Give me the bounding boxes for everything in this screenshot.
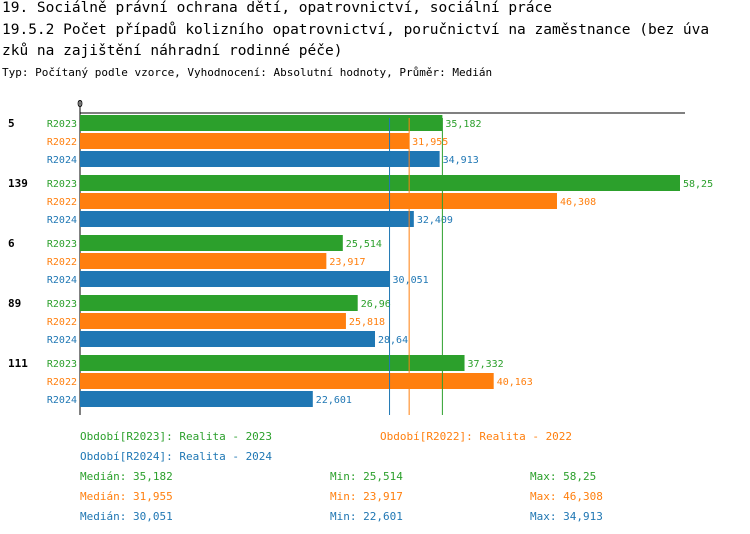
stat-max-r2024: Max: 34,913	[530, 510, 603, 523]
series-label-r2023-5: R2023	[47, 119, 77, 130]
category-label-89: 89	[8, 297, 21, 310]
series-label-r2024-5: R2024	[47, 155, 77, 166]
bar-r2024-139	[80, 211, 414, 227]
chart-title-line-3: zků na zajištění náhradní rodinné péče)	[2, 43, 343, 59]
series-label-r2024-111: R2024	[47, 395, 77, 406]
series-label-r2024-139: R2024	[47, 215, 77, 226]
series-label-r2022-139: R2022	[47, 197, 77, 208]
bar-r2023-6	[80, 235, 343, 251]
chart-title-line-2: 19.5.2 Počet případů kolizního opatrovni…	[2, 22, 710, 38]
category-label-6: 6	[8, 237, 15, 250]
stat-median-r2023: Medián: 35,182	[80, 470, 173, 483]
stat-min-r2023: Min: 25,514	[330, 470, 403, 483]
series-label-r2022-5: R2022	[47, 137, 77, 148]
bar-chart: 0 5 R2023 35,182 R2022 31,955 R2024 34,913 139 R2…	[8, 99, 713, 415]
series-label-r2024-89: R2024	[47, 335, 77, 346]
series-label-r2022-111: R2022	[47, 377, 77, 388]
bar-r2023-111	[80, 355, 465, 371]
bar-r2024-5	[80, 151, 440, 167]
value-label-r2023-139: 58,25	[683, 179, 713, 190]
value-label-r2024-6: 30,051	[393, 275, 429, 286]
legend-r2024: Období[R2024]: Realita - 2024	[80, 450, 273, 463]
value-label-r2022-139: 46,308	[560, 197, 596, 208]
stat-median-r2022: Medián: 31,955	[80, 490, 173, 503]
series-label-r2022-89: R2022	[47, 317, 77, 328]
value-label-r2022-5: 31,955	[412, 137, 448, 148]
value-label-r2023-111: 37,332	[468, 359, 504, 370]
bar-r2022-139	[80, 193, 557, 209]
category-label-139: 139	[8, 177, 28, 190]
bar-r2024-6	[80, 271, 390, 287]
value-label-r2023-6: 25,514	[346, 239, 382, 250]
category-label-5: 5	[8, 117, 15, 130]
chart-title-line-1: 19. Sociálně právní ochrana dětí, opatro…	[2, 0, 552, 16]
bar-r2023-139	[80, 175, 680, 191]
series-label-r2024-6: R2024	[47, 275, 77, 286]
value-label-r2022-6: 23,917	[329, 257, 365, 268]
bar-r2024-111	[80, 391, 313, 407]
stat-median-r2024: Medián: 30,051	[80, 510, 173, 523]
series-label-r2023-89: R2023	[47, 299, 77, 310]
series-label-r2023-139: R2023	[47, 179, 77, 190]
value-label-r2024-111: 22,601	[316, 395, 352, 406]
legend-r2023: Období[R2023]: Realita - 2023	[80, 430, 273, 443]
bar-r2024-89	[80, 331, 376, 347]
bar-r2023-5	[80, 115, 443, 131]
stat-min-r2024: Min: 22,601	[330, 510, 403, 523]
value-label-r2024-5: 34,913	[443, 155, 479, 166]
bar-r2022-89	[80, 313, 346, 329]
legend-r2022: Období[R2022]: Realita - 2022	[380, 430, 573, 443]
bar-r2023-89	[80, 295, 358, 311]
value-label-r2023-5: 35,182	[445, 119, 481, 130]
stat-max-r2022: Max: 46,308	[530, 490, 603, 503]
value-label-r2024-139: 32,409	[417, 215, 453, 226]
series-label-r2023-111: R2023	[47, 359, 77, 370]
category-label-111: 111	[8, 357, 28, 370]
stat-max-r2023: Max: 58,25	[530, 470, 597, 483]
bar-r2022-6	[80, 253, 327, 269]
x-axis-zero-label: 0	[77, 99, 83, 110]
series-label-r2023-6: R2023	[47, 239, 77, 250]
stat-min-r2022: Min: 23,917	[330, 490, 403, 503]
series-label-r2022-6: R2022	[47, 257, 77, 268]
value-label-r2023-89: 26,96	[361, 299, 391, 310]
chart-subtitle: Typ: Počítaný podle vzorce, Vyhodnocení:…	[2, 66, 493, 79]
value-label-r2022-89: 25,818	[349, 317, 385, 328]
bar-r2022-5	[80, 133, 410, 149]
value-label-r2022-111: 40,163	[497, 377, 533, 388]
bar-r2022-111	[80, 373, 494, 389]
value-label-r2024-89: 28,64	[378, 335, 408, 346]
